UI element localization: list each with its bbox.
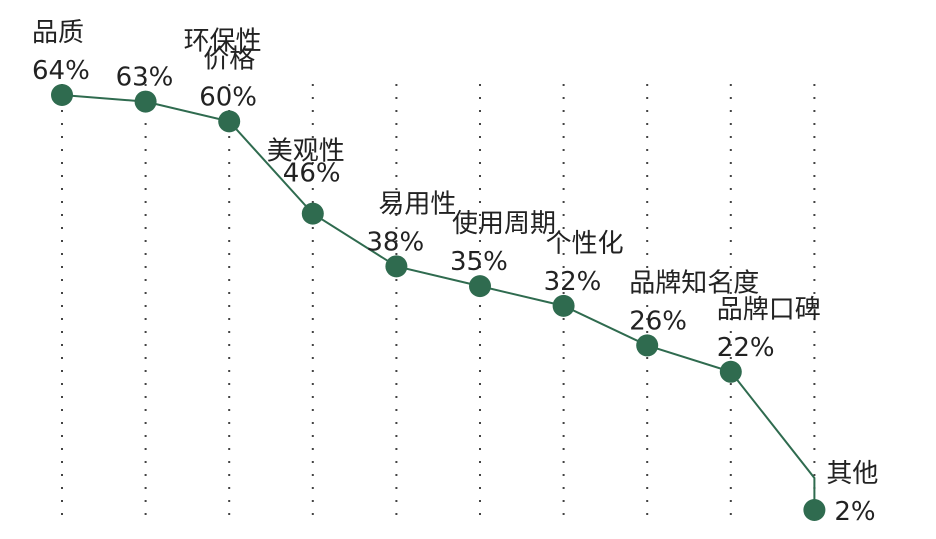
value-label-3: 46% [283,159,341,189]
category-label-1: 环保性 [184,27,262,57]
category-label-7: 品牌知名度 [629,268,759,298]
data-point-6 [552,294,575,317]
category-label-9: 其他 [826,459,878,489]
value-label-4: 38% [366,227,424,257]
category-label-8: 品牌口碑 [717,295,821,325]
data-point-0 [51,84,73,106]
data-point-5 [469,275,491,298]
data-point-1 [134,90,157,113]
data-point-3 [301,202,324,225]
value-label-0: 64% [32,56,90,86]
value-label-5: 35% [450,247,508,277]
category-label-0: 品质 [32,18,84,48]
value-label-9: 2% [834,497,875,527]
value-label-2: 60% [199,82,257,112]
category-label-6: 个性化 [546,229,624,259]
series-line [61,94,816,510]
data-point-4 [385,255,408,278]
category-label-5: 使用周期 [452,209,556,239]
value-label-6: 32% [544,267,602,297]
data-point-9 [803,499,826,521]
data-point-7 [636,334,659,357]
category-label-2: 价格 [203,44,255,74]
value-label-7: 26% [629,306,687,336]
category-label-4: 易用性 [378,189,456,219]
category-label-3: 美观性 [267,137,345,167]
data-point-2 [218,110,241,133]
value-label-8: 22% [717,333,775,363]
data-point-8 [719,360,742,383]
gridlines [61,84,816,525]
markers [51,84,826,521]
value-label-1: 63% [116,63,174,93]
